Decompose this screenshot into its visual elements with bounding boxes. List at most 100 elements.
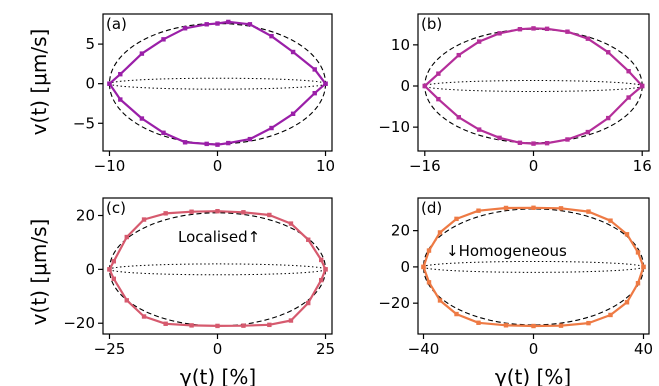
data-point xyxy=(161,37,166,42)
y-tick-label: 0 xyxy=(85,75,95,93)
data-point xyxy=(204,141,209,147)
data-point xyxy=(290,49,296,55)
data-point xyxy=(558,206,564,211)
dashed-ellipse xyxy=(422,208,645,326)
y-tick-label: 20 xyxy=(391,222,410,240)
data-point xyxy=(437,298,443,303)
axes-frame xyxy=(102,13,333,152)
data-point xyxy=(503,205,509,211)
y-tick-label: 0 xyxy=(85,260,95,278)
data-point xyxy=(640,83,645,89)
data-point xyxy=(118,71,123,77)
x-tick-label: 10 xyxy=(316,157,335,175)
plot-area xyxy=(421,205,646,329)
data-point xyxy=(635,250,641,255)
x-tick-label: 40 xyxy=(634,340,653,358)
data-point xyxy=(531,26,536,31)
panel-label: (b) xyxy=(421,15,442,33)
data-point xyxy=(318,257,324,263)
data-point xyxy=(626,68,631,74)
data-point xyxy=(544,26,550,32)
y-tick-label: 5 xyxy=(85,35,95,53)
data-point xyxy=(182,140,188,145)
data-point xyxy=(161,130,166,135)
x-axis-title-left: γ(t) [%] xyxy=(180,365,256,386)
data-point xyxy=(215,323,220,329)
data-point xyxy=(624,232,630,237)
data-point xyxy=(531,323,536,329)
annotation-text: ↓Homogeneous xyxy=(446,242,567,260)
data-point xyxy=(288,318,294,323)
data-point xyxy=(163,321,168,326)
x-tick-label: 16 xyxy=(633,157,652,175)
data-point xyxy=(241,210,246,215)
data-point xyxy=(215,142,220,147)
data-point xyxy=(124,298,129,303)
data-point xyxy=(204,22,209,27)
data-point xyxy=(141,217,147,222)
data-point xyxy=(306,237,311,242)
panel-label: (a) xyxy=(106,15,127,33)
data-point xyxy=(288,221,294,226)
dashed-ellipse xyxy=(108,22,327,145)
data-point xyxy=(456,52,461,58)
plot-area xyxy=(107,19,328,147)
dotted-ellipse xyxy=(108,77,327,90)
data-point xyxy=(111,259,117,264)
data-point xyxy=(608,312,613,318)
y-tick-label: −20 xyxy=(63,314,95,332)
data-point xyxy=(312,90,317,96)
data-point xyxy=(215,21,220,26)
data-point xyxy=(421,264,426,270)
x-axis-title-right: γ(t) [%] xyxy=(495,365,571,386)
data-point xyxy=(215,208,220,214)
data-point xyxy=(107,267,112,272)
data-point xyxy=(226,19,231,25)
data-point xyxy=(139,116,145,121)
data-point xyxy=(558,323,564,328)
panel-label: (c) xyxy=(106,199,126,217)
data-point xyxy=(124,234,129,240)
data-point xyxy=(565,137,570,142)
data-point xyxy=(503,323,509,328)
y-tick-label: 20 xyxy=(76,207,95,225)
x-tick-label: 0 xyxy=(529,157,539,175)
data-point xyxy=(290,111,296,116)
panel-label: (d) xyxy=(421,199,442,217)
panel-a: −10 0 10 −5 0 5 (a) xyxy=(73,13,335,175)
data-point xyxy=(456,115,461,120)
dotted-ellipse xyxy=(423,260,644,273)
data-point xyxy=(422,83,427,89)
data-point xyxy=(565,29,570,34)
data-point xyxy=(608,218,613,223)
data-point xyxy=(141,314,147,319)
data-point xyxy=(312,67,317,72)
data-point xyxy=(189,209,194,214)
data-point xyxy=(269,33,274,39)
data-point xyxy=(624,300,630,305)
dotted-ellipse xyxy=(108,263,327,276)
y-axis-title-bottom: v(t) [μm/s] xyxy=(27,219,51,326)
data-point xyxy=(497,135,502,141)
data-point xyxy=(476,127,482,132)
data-point xyxy=(189,323,194,328)
data-point xyxy=(318,277,324,283)
panel-b: −16 0 16 −10 0 10 (b) xyxy=(378,13,652,175)
data-point xyxy=(118,97,123,102)
dashed-ellipse xyxy=(424,28,643,144)
x-tick-label: −16 xyxy=(409,157,441,175)
y-tick-label: −20 xyxy=(378,294,410,312)
x-tick-label: −40 xyxy=(408,340,440,358)
data-point xyxy=(111,276,117,281)
data-point xyxy=(586,209,591,214)
data-point xyxy=(267,212,272,218)
y-tick-label: 10 xyxy=(391,36,410,54)
data-point xyxy=(476,208,481,213)
data-point xyxy=(497,31,502,36)
x-tick-label: −10 xyxy=(94,157,126,175)
x-tick-label: 0 xyxy=(213,340,223,358)
plot-area xyxy=(107,208,328,329)
annotation-text: Localised↑ xyxy=(178,228,260,246)
data-point xyxy=(544,140,550,146)
